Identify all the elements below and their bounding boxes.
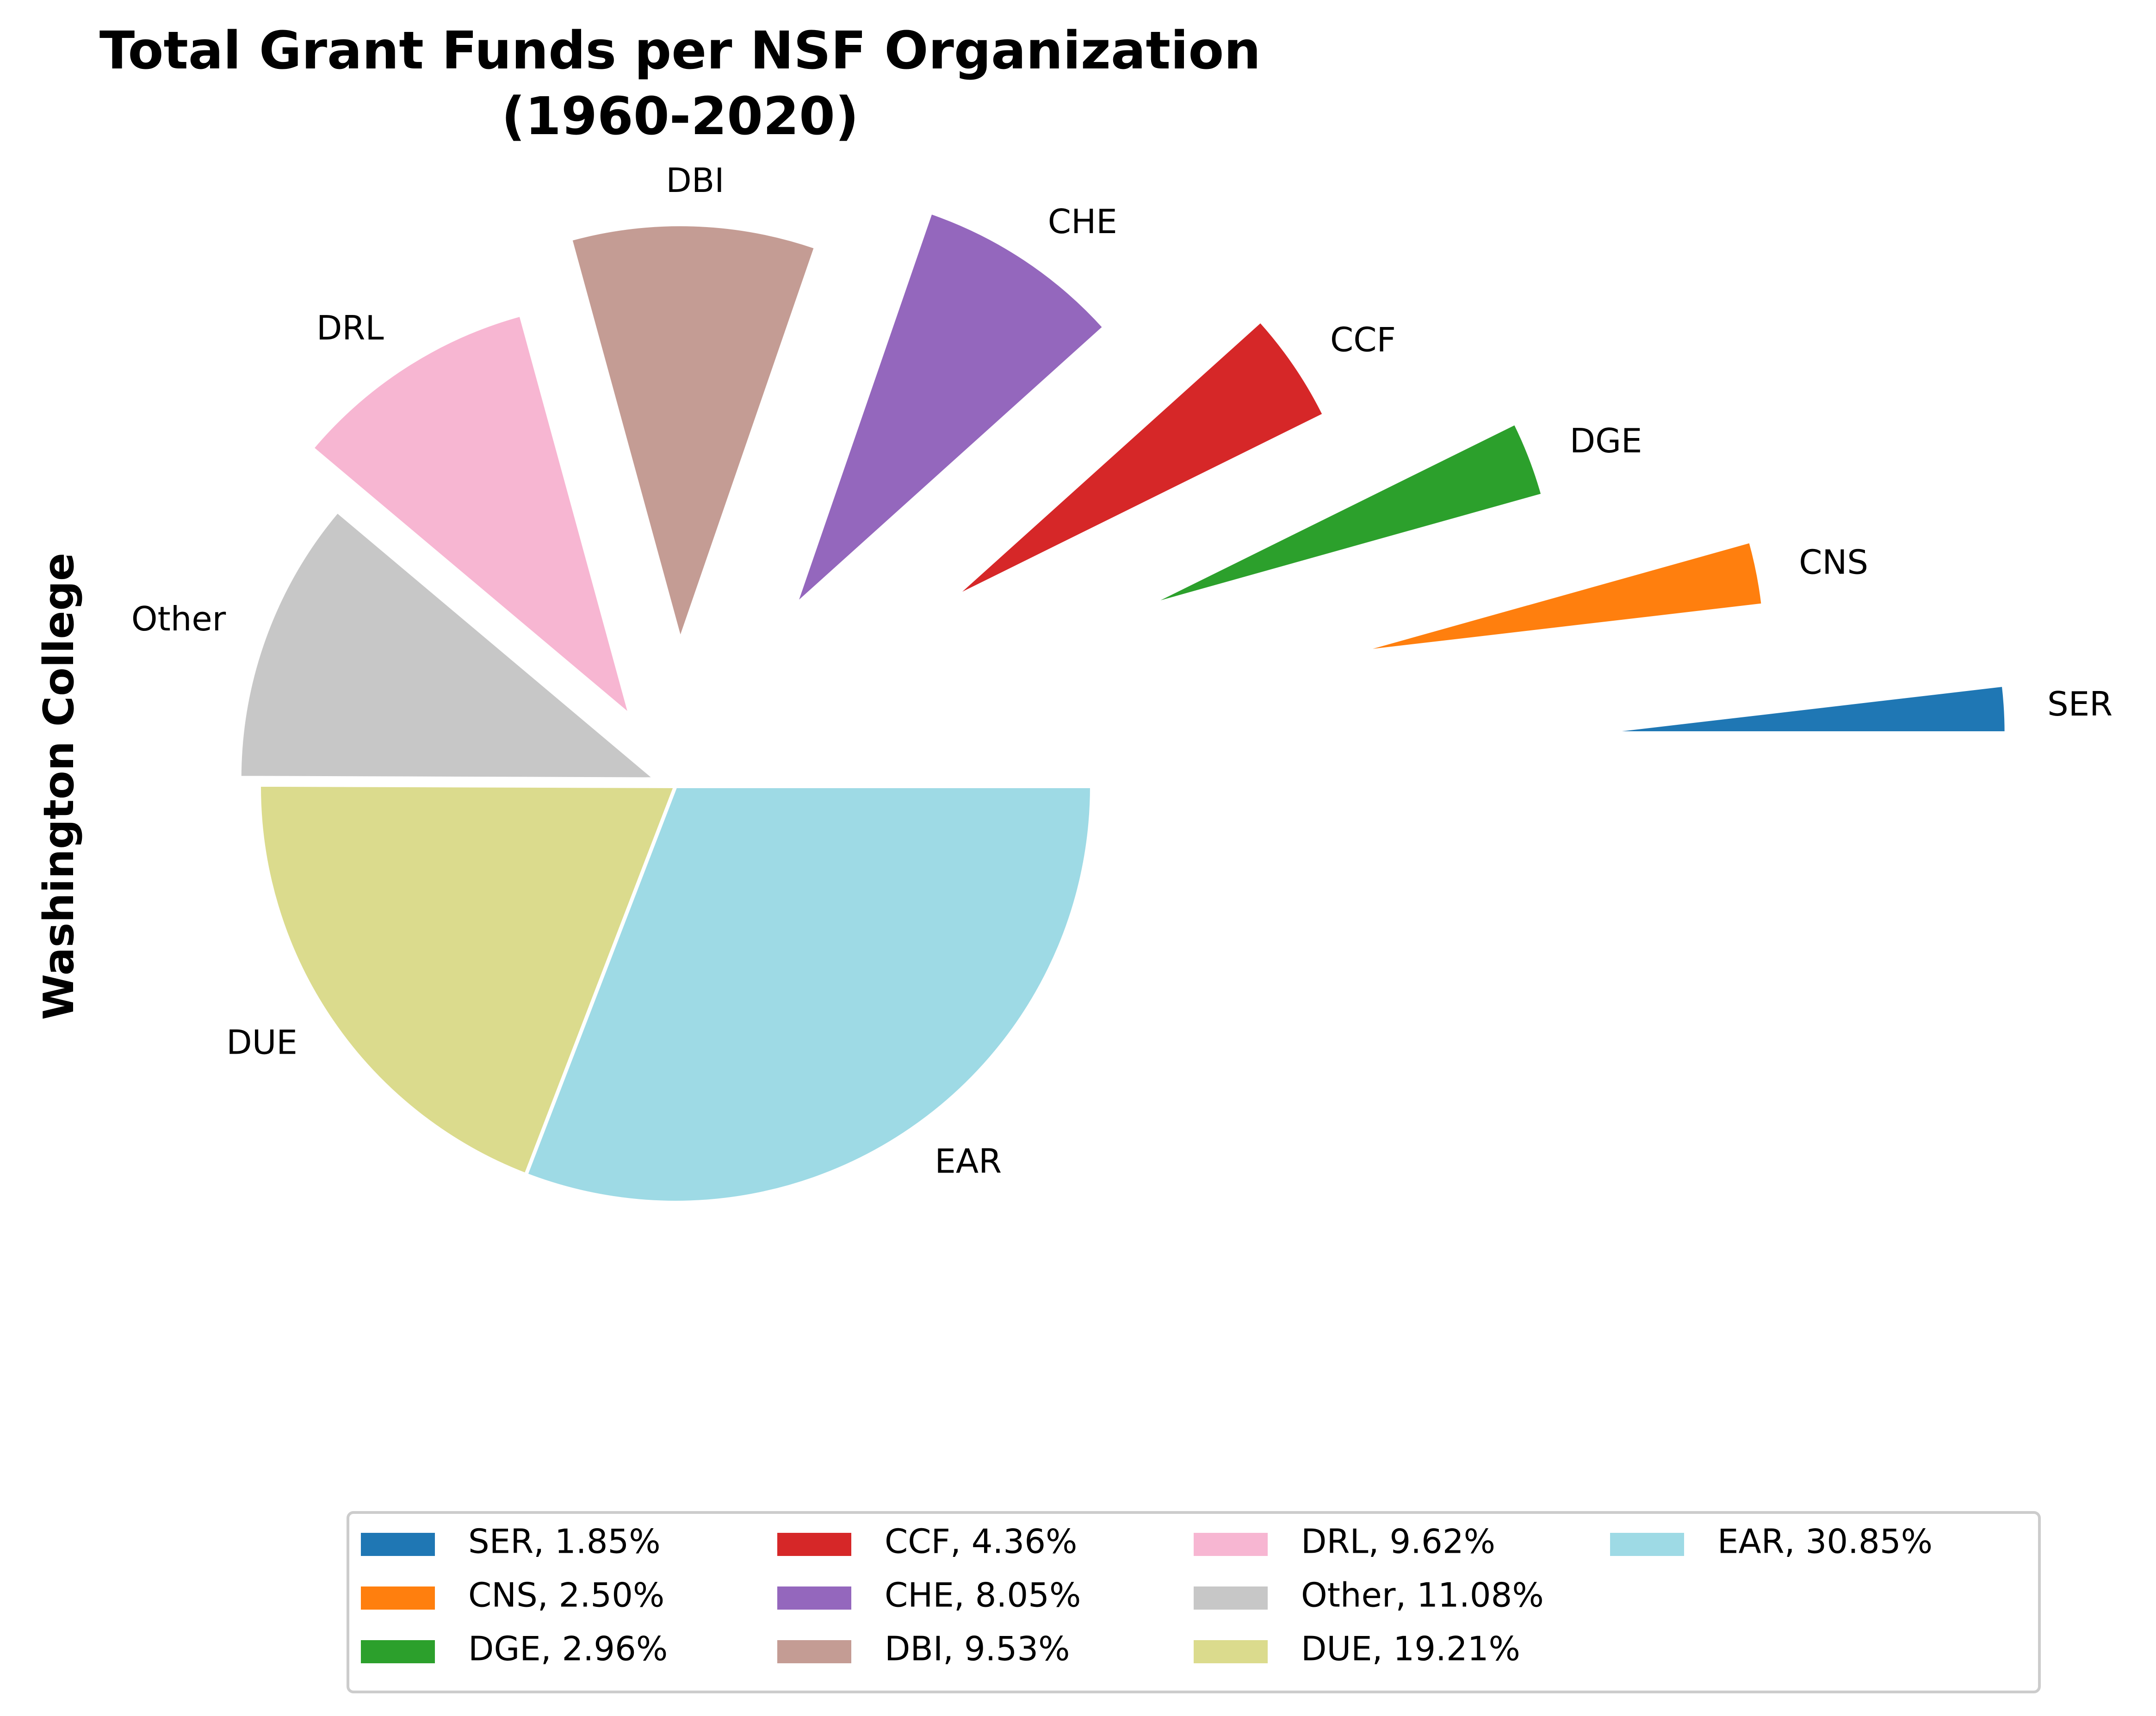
- legend-swatch-ser: [361, 1533, 435, 1556]
- legend-label-dge: DGE, 2.96%: [468, 1630, 668, 1668]
- legend-label-due: DUE, 19.21%: [1301, 1630, 1520, 1668]
- slice-label-che: CHE: [1048, 202, 1117, 241]
- pie-slice-dge: [1140, 421, 1545, 610]
- pie-slice-due: [257, 783, 677, 1177]
- legend-swatch-other: [1194, 1586, 1268, 1610]
- legend-label-cns: CNS, 2.50%: [468, 1576, 664, 1615]
- pie-slice-cns: [1347, 539, 1765, 655]
- legend-swatch-due: [1194, 1640, 1268, 1663]
- y-axis-label: Washington College: [35, 553, 83, 1020]
- legend-swatch-dbi: [777, 1640, 851, 1663]
- pie-slice-ccf: [949, 319, 1326, 601]
- pie-slice-ser: [1588, 683, 2008, 735]
- legend-label-dbi: DBI, 9.53%: [885, 1630, 1070, 1668]
- pie-slice-other: [237, 509, 658, 781]
- slice-label-ser: SER: [2047, 685, 2113, 723]
- chart-title-line2: (1960-2020): [502, 86, 859, 147]
- slice-labels-layer: SER CNS DGE CCF CHE DBI DRL Other DUE EAR: [131, 161, 2113, 1180]
- legend-swatch-ccf: [777, 1533, 851, 1556]
- legend-label-ser: SER, 1.85%: [468, 1522, 661, 1561]
- legend-swatch-dge: [361, 1640, 435, 1663]
- slice-label-dge: DGE: [1570, 421, 1642, 460]
- legend-swatch-cns: [361, 1586, 435, 1610]
- legend: SER, 1.85% CNS, 2.50% DGE, 2.96% CCF, 4.36%…: [347, 1511, 2041, 1693]
- legend-label-ccf: CCF, 4.36%: [885, 1522, 1077, 1561]
- pie-slice-drl: [310, 313, 633, 718]
- legend-label-drl: DRL, 9.62%: [1301, 1522, 1495, 1561]
- pie-slice-dbi: [568, 222, 818, 643]
- slices-layer: [237, 210, 2008, 1204]
- chart-title-line1: Total Grant Funds per NSF Organization: [99, 21, 1261, 81]
- slice-label-ear: EAR: [935, 1142, 1002, 1181]
- slice-label-ccf: CCF: [1330, 320, 1396, 359]
- slice-label-cns: CNS: [1799, 543, 1868, 582]
- slice-label-due: DUE: [226, 1023, 297, 1062]
- legend-label-other: Other, 11.08%: [1301, 1576, 1544, 1615]
- legend-swatch-drl: [1194, 1533, 1268, 1556]
- legend-label-ear: EAR, 30.85%: [1717, 1522, 1933, 1561]
- pie-slice-ear: [524, 784, 1094, 1204]
- pie-slice-che: [793, 210, 1107, 608]
- slice-label-dbi: DBI: [666, 161, 724, 200]
- legend-label-che: CHE, 8.05%: [885, 1576, 1081, 1615]
- slice-label-drl: DRL: [316, 309, 384, 347]
- legend-swatch-ear: [1610, 1533, 1684, 1556]
- legend-swatch-che: [777, 1586, 851, 1610]
- slice-label-other: Other: [131, 599, 226, 638]
